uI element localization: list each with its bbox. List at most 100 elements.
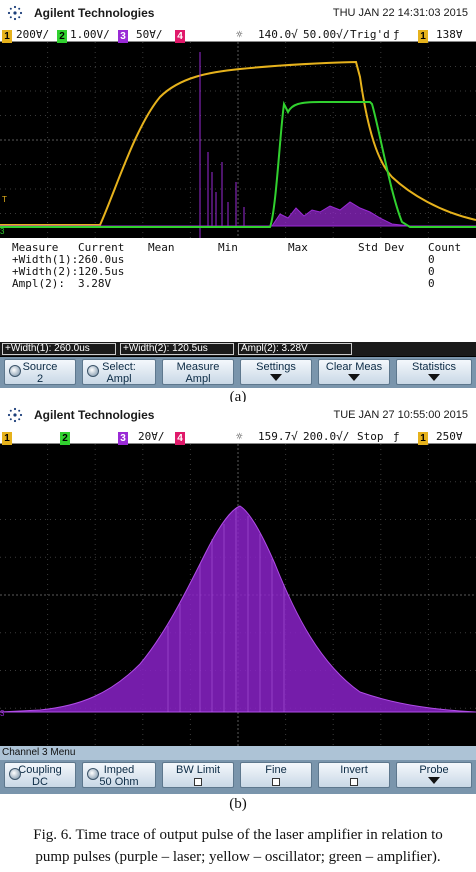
channel-2-badge[interactable]: 2	[57, 30, 67, 43]
probe-softkey[interactable]: Probe	[396, 762, 472, 788]
measure-softkey[interactable]: Measure Ampl	[162, 359, 234, 385]
invert-softkey[interactable]: Invert	[318, 762, 390, 788]
row-1-current: 260.0us	[78, 253, 125, 266]
trigger-channel-badge: 1	[418, 432, 428, 445]
softkey-label: Measure	[176, 361, 220, 373]
brand-name: Agilent Technologies	[34, 408, 155, 422]
softkey-label: Imped	[103, 764, 135, 776]
channel-4-badge[interactable]: 4	[175, 432, 185, 445]
time-position-icon: ☼	[236, 28, 243, 41]
time-scale: 200.0√/	[303, 430, 350, 443]
brand-name: Agilent Technologies	[34, 6, 155, 20]
row-1-count: 0	[428, 253, 435, 266]
readout-width-2: +Width(2): 120.5us	[120, 343, 234, 355]
time-position: 159.7√	[258, 430, 298, 443]
softkey-value: DC	[32, 776, 48, 788]
softkey-bar: Source 2 Select: Ampl Measure Ampl Setti…	[0, 357, 476, 388]
softkey-label: Coupling	[18, 764, 62, 776]
waveform-display[interactable]: 3	[0, 444, 476, 746]
softkey-label: Select:	[102, 361, 136, 373]
checkbox-icon	[194, 778, 202, 786]
softkey-bar: Coupling DC Imped 50 Ohm BW Limit Fine I…	[0, 760, 476, 794]
knob-icon	[9, 365, 21, 377]
stddev-header: Std Dev	[358, 241, 405, 254]
row-1-name: +Width(1):	[12, 253, 79, 266]
row-3-name: Ampl(2):	[12, 277, 65, 290]
waveform-display[interactable]: T 3	[0, 42, 476, 238]
time-scale: 50.00√/	[303, 28, 350, 41]
current-header: Current	[78, 241, 125, 254]
settings-softkey[interactable]: Settings	[240, 359, 312, 385]
trigger-edge-icon: ƒ	[393, 28, 400, 41]
fine-softkey[interactable]: Fine	[240, 762, 312, 788]
row-2-current: 120.5us	[78, 265, 125, 278]
channel-3-menu-title: Channel 3 Menu	[0, 746, 476, 760]
softkey-label: Settings	[256, 361, 296, 373]
trace-channel-3-purple-envelope	[0, 505, 476, 713]
trace-channel-2-green	[0, 100, 476, 228]
channel-1-ground-marker: T	[2, 195, 7, 204]
measurement-panel: Measure Current Mean Min Max Std Dev Cou…	[0, 238, 476, 342]
coupling-softkey[interactable]: Coupling DC	[4, 762, 76, 788]
softkey-label: Invert	[340, 764, 368, 776]
knob-icon	[87, 768, 99, 780]
channel-3-ground-marker: 3	[0, 709, 5, 718]
mean-header: Mean	[148, 241, 175, 254]
channel-2-badge[interactable]: 2	[60, 432, 70, 445]
softkey-value: 2	[36, 373, 44, 385]
channel-4-badge[interactable]: 4	[175, 30, 185, 43]
readout-width-1: +Width(1): 260.0us	[2, 343, 116, 355]
checkbox-icon	[272, 778, 280, 786]
channel-3-scale: 50∀/	[136, 28, 163, 41]
channel-1-badge[interactable]: 1	[2, 432, 12, 445]
subfigure-label-b: (b)	[229, 796, 247, 812]
trigger-channel-badge: 1	[418, 30, 428, 43]
submenu-arrow-icon	[428, 777, 440, 784]
row-2-name: +Width(2):	[12, 265, 79, 278]
submenu-arrow-icon	[428, 374, 440, 381]
subfigure-label-a: (a)	[229, 389, 247, 405]
channel-1-scale: 200∀/	[16, 28, 50, 41]
readout-ampl-2: Ampl(2): 3.28V	[238, 343, 352, 355]
channel-2-scale: 1.00V/	[70, 28, 110, 41]
softkey-label: Source	[22, 361, 58, 373]
row-3-current: 3.28V	[78, 277, 112, 290]
brand-bar: Agilent Technologies THU JAN 22 14:31:03…	[0, 0, 476, 26]
channel-status-bar: 1 2 3 20∀/ 4 ☼ 159.7√ 200.0√/ Stop ƒ 1 2…	[0, 428, 476, 445]
select-softkey[interactable]: Select: Ampl	[82, 359, 156, 385]
brand-bar: Agilent Technologies TUE JAN 27 10:55:00…	[0, 402, 476, 428]
softkey-label: Clear Meas	[325, 361, 383, 373]
count-header: Count	[428, 241, 462, 254]
time-position-icon: ☼	[236, 430, 243, 443]
channel-1-badge[interactable]: 1	[2, 30, 12, 43]
clear-meas-softkey[interactable]: Clear Meas	[318, 359, 390, 385]
channel-3-scale: 20∀/	[138, 430, 165, 443]
knob-icon	[9, 768, 21, 780]
max-header: Max	[288, 241, 308, 254]
softkey-value: Ampl	[185, 373, 211, 385]
oscilloscope-screen-b: Agilent Technologies TUE JAN 27 10:55:00…	[0, 402, 476, 794]
measure-header: Measure	[12, 241, 59, 254]
channel-status-bar: 1 200∀/ 2 1.00V/ 3 50∀/ 4 ☼ 140.0√ 50.00…	[0, 26, 476, 43]
statistics-softkey[interactable]: Statistics	[396, 359, 472, 385]
trace-channel-1-yellow	[0, 60, 476, 226]
channel-3-badge[interactable]: 3	[118, 432, 128, 445]
softkey-label: Fine	[265, 764, 287, 776]
softkey-value: 50 Ohm	[99, 776, 139, 788]
bw-limit-softkey[interactable]: BW Limit	[162, 762, 234, 788]
trigger-state: Trig'd	[350, 28, 390, 41]
knob-icon	[87, 365, 99, 377]
row-2-count: 0	[428, 265, 435, 278]
source-softkey[interactable]: Source 2	[4, 359, 76, 385]
figure-caption: Fig. 6. Time trace of output pulse of th…	[0, 824, 476, 868]
softkey-label: BW Limit	[176, 764, 220, 776]
date-time: THU JAN 22 14:31:03 2015	[332, 7, 468, 19]
date-time: TUE JAN 27 10:55:00 2015	[333, 409, 468, 421]
caption-line-2: pump pulses (purple – laser; yellow – os…	[35, 849, 441, 865]
trigger-level: 138∀	[436, 28, 463, 41]
impedance-softkey[interactable]: Imped 50 Ohm	[82, 762, 156, 788]
checkbox-icon	[350, 778, 358, 786]
time-position: 140.0√	[258, 28, 298, 41]
agilent-logo-icon	[7, 407, 23, 423]
channel-3-badge[interactable]: 3	[118, 30, 128, 43]
